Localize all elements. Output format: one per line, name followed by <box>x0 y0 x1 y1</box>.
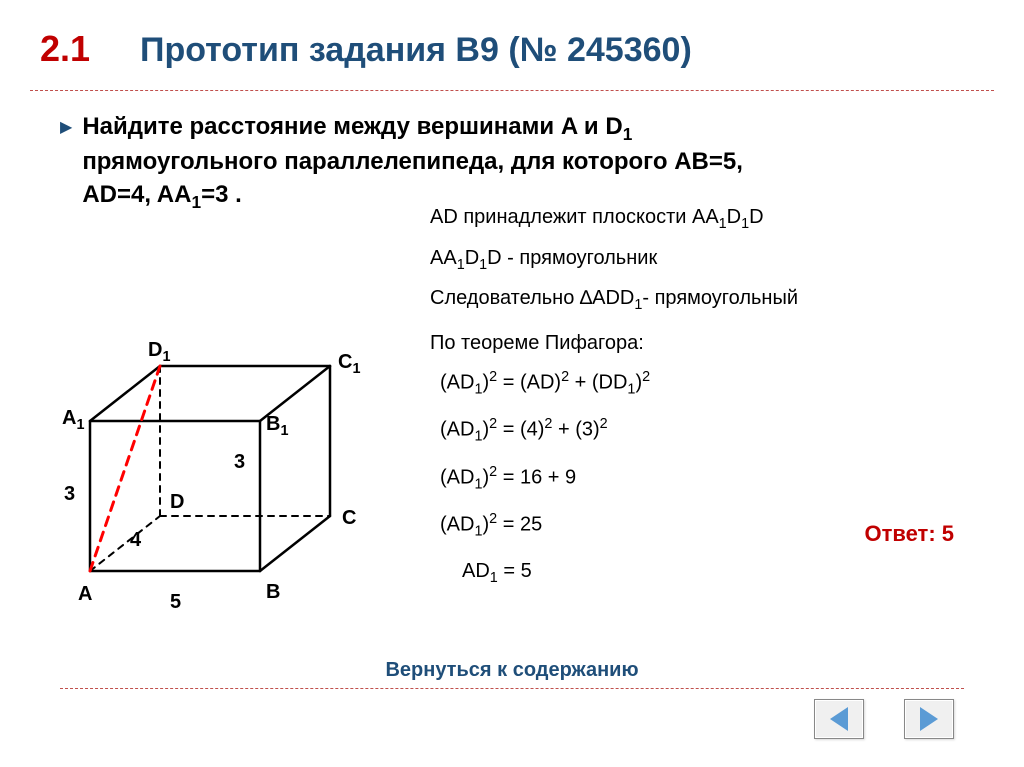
dim-label-3-left: 3 <box>64 483 75 506</box>
vertex-label-A1: A1 <box>62 407 84 433</box>
vertex-label-A: A <box>78 583 92 606</box>
answer: Ответ: 5 <box>864 521 954 547</box>
equation: (AD1)2 = 25 <box>440 506 798 545</box>
equation: AD1 = 5 <box>462 553 798 592</box>
equation: (AD1)2 = 16 + 9 <box>440 459 798 498</box>
dim-label-5: 5 <box>170 591 181 614</box>
prev-button[interactable] <box>814 699 864 739</box>
back-to-contents-link[interactable]: Вернуться к содержанию <box>60 659 964 682</box>
vertex-label-B1: B1 <box>266 413 288 439</box>
solution-line: АD принадлежит плоскости АА1D1D <box>430 199 798 238</box>
page-title: Прототип задания B9 (№ 245360) <box>140 31 692 70</box>
equation: (AD1)2 = (AD)2 + (DD1)2 <box>440 364 798 403</box>
vertex-label-C1: C1 <box>338 351 360 377</box>
arrow-left-icon <box>830 707 848 731</box>
dim-label-3-mid: 3 <box>234 451 245 474</box>
vertex-label-D1: D1 <box>148 339 170 365</box>
bullet-icon: ▶ <box>60 117 72 137</box>
solution-block: АD принадлежит плоскости АА1D1D АА1D1D -… <box>430 199 798 600</box>
pythagoras-label: По теореме Пифагора: <box>430 325 798 362</box>
arrow-right-icon <box>920 707 938 731</box>
nav-row <box>60 699 964 739</box>
section-number: 2.1 <box>40 28 90 70</box>
equation-block: (AD1)2 = (AD)2 + (DD1)2 (AD1)2 = (4)2 + … <box>440 364 798 592</box>
vertex-label-B: B <box>266 581 280 604</box>
footer-divider <box>60 688 964 689</box>
parallelepiped-diagram: D1 C1 A1 B1 A B C D 5 4 3 3 <box>70 291 400 631</box>
vertex-label-C: C <box>342 507 356 530</box>
vertex-label-D: D <box>170 491 184 514</box>
dim-label-4: 4 <box>130 529 141 552</box>
solution-line: Следовательно ∆ADD1- прямоугольный <box>430 280 798 319</box>
header: 2.1 Прототип задания B9 (№ 245360) <box>0 0 1024 90</box>
next-button[interactable] <box>904 699 954 739</box>
equation: (AD1)2 = (4)2 + (3)2 <box>440 411 798 450</box>
content-area: ▶ Найдите расстояние между вершинами A и… <box>0 91 1024 214</box>
footer: Вернуться к содержанию <box>0 659 1024 739</box>
solution-line: АА1D1D - прямоугольник <box>430 240 798 279</box>
